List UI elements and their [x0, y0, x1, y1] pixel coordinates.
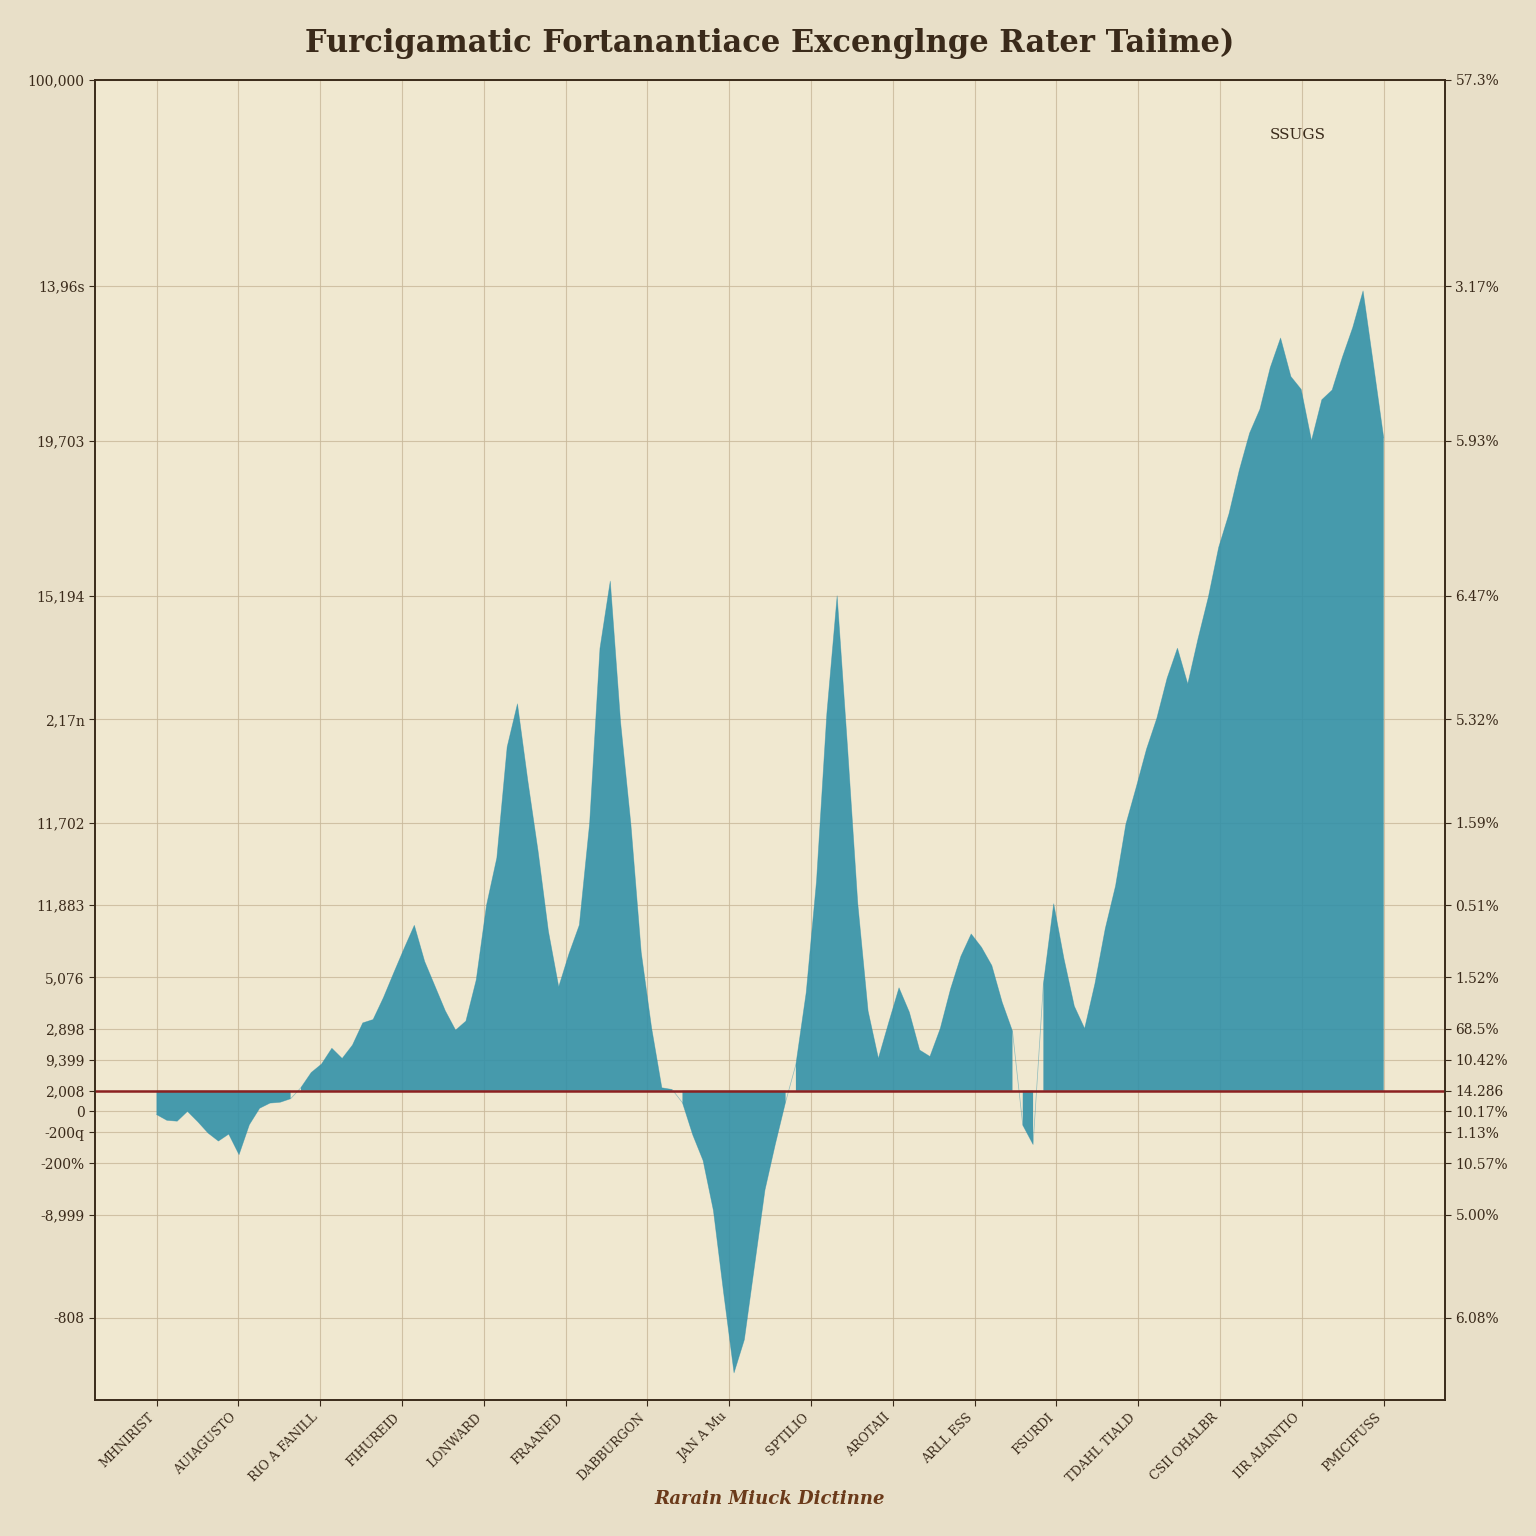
Text: SSUGS: SSUGS [1270, 127, 1326, 143]
X-axis label: Rarain Miuck Dictinne: Rarain Miuck Dictinne [654, 1490, 885, 1508]
Title: Furcigamatic Fortanantiace Excenglnge Rater Taiime): Furcigamatic Fortanantiace Excenglnge Ra… [306, 28, 1235, 58]
